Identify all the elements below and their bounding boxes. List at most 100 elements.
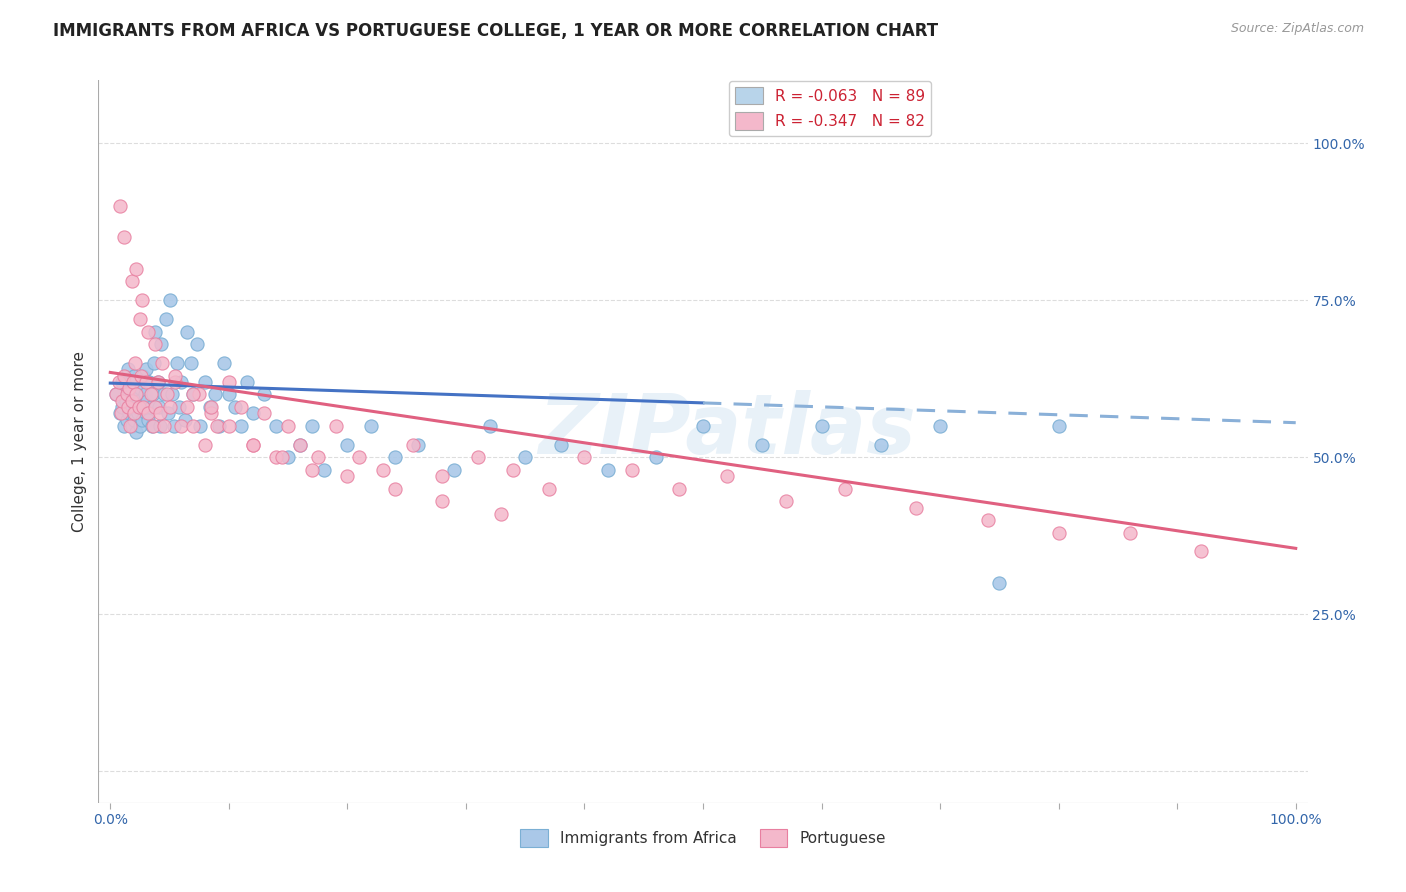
- Point: [141, 418, 163, 433]
- Point: [277, 418, 299, 433]
- Point: [114, 368, 136, 383]
- Point: [834, 482, 856, 496]
- Point: [152, 387, 174, 401]
- Point: [149, 418, 172, 433]
- Point: [181, 418, 204, 433]
- Point: [159, 400, 181, 414]
- Point: [121, 393, 143, 408]
- Point: [166, 356, 188, 370]
- Point: [128, 400, 150, 414]
- Point: [288, 438, 311, 452]
- Point: [176, 400, 198, 414]
- Point: [139, 400, 162, 414]
- Point: [218, 375, 240, 389]
- Point: [142, 387, 165, 401]
- Point: [716, 469, 738, 483]
- Point: [336, 469, 359, 483]
- Point: [190, 418, 212, 433]
- Point: [107, 375, 129, 389]
- Point: [152, 356, 174, 370]
- Point: [121, 393, 143, 408]
- Point: [810, 418, 832, 433]
- Point: [108, 406, 131, 420]
- Point: [114, 418, 136, 433]
- Point: [598, 463, 620, 477]
- Point: [135, 406, 157, 420]
- Point: [467, 450, 489, 465]
- Point: [136, 325, 159, 339]
- Point: [692, 418, 714, 433]
- Point: [218, 387, 240, 401]
- Point: [186, 337, 208, 351]
- Point: [108, 199, 131, 213]
- Point: [136, 393, 159, 408]
- Point: [143, 337, 166, 351]
- Point: [1047, 525, 1070, 540]
- Point: [117, 362, 139, 376]
- Point: [143, 356, 166, 370]
- Point: [135, 375, 157, 389]
- Point: [129, 312, 152, 326]
- Point: [120, 400, 142, 414]
- Point: [264, 418, 287, 433]
- Point: [515, 450, 537, 465]
- Point: [163, 418, 186, 433]
- Point: [188, 387, 211, 401]
- Point: [644, 450, 666, 465]
- Point: [170, 375, 193, 389]
- Point: [114, 230, 136, 244]
- Point: [129, 418, 152, 433]
- Point: [181, 387, 204, 401]
- Point: [136, 412, 159, 426]
- Text: Source: ZipAtlas.com: Source: ZipAtlas.com: [1230, 22, 1364, 36]
- Point: [146, 375, 169, 389]
- Point: [111, 400, 134, 414]
- Point: [277, 450, 299, 465]
- Point: [121, 274, 143, 288]
- Point: [160, 387, 183, 401]
- Point: [288, 438, 311, 452]
- Point: [115, 412, 138, 426]
- Point: [620, 463, 643, 477]
- Point: [165, 375, 187, 389]
- Point: [905, 500, 928, 515]
- Point: [121, 381, 143, 395]
- Point: [124, 400, 146, 414]
- Point: [105, 387, 128, 401]
- Point: [988, 575, 1011, 590]
- Point: [139, 387, 162, 401]
- Point: [235, 375, 257, 389]
- Point: [301, 418, 323, 433]
- Point: [105, 387, 128, 401]
- Point: [176, 325, 198, 339]
- Point: [142, 418, 165, 433]
- Point: [502, 463, 524, 477]
- Point: [125, 261, 148, 276]
- Point: [134, 387, 156, 401]
- Point: [537, 482, 560, 496]
- Point: [125, 387, 148, 401]
- Point: [242, 438, 264, 452]
- Point: [180, 356, 202, 370]
- Point: [347, 450, 370, 465]
- Point: [170, 418, 193, 433]
- Point: [204, 387, 226, 401]
- Point: [229, 400, 252, 414]
- Point: [200, 400, 222, 414]
- Point: [131, 412, 153, 426]
- Point: [110, 406, 132, 420]
- Point: [149, 406, 172, 420]
- Text: IMMIGRANTS FROM AFRICA VS PORTUGUESE COLLEGE, 1 YEAR OR MORE CORRELATION CHART: IMMIGRANTS FROM AFRICA VS PORTUGUESE COL…: [53, 22, 939, 40]
- Point: [408, 438, 430, 452]
- Point: [132, 368, 155, 383]
- Point: [152, 418, 174, 433]
- Point: [271, 450, 294, 465]
- Point: [194, 438, 217, 452]
- Point: [384, 482, 406, 496]
- Point: [668, 482, 690, 496]
- Point: [159, 293, 181, 308]
- Point: [775, 494, 797, 508]
- Point: [127, 406, 149, 420]
- Point: [121, 418, 143, 433]
- Point: [157, 406, 180, 420]
